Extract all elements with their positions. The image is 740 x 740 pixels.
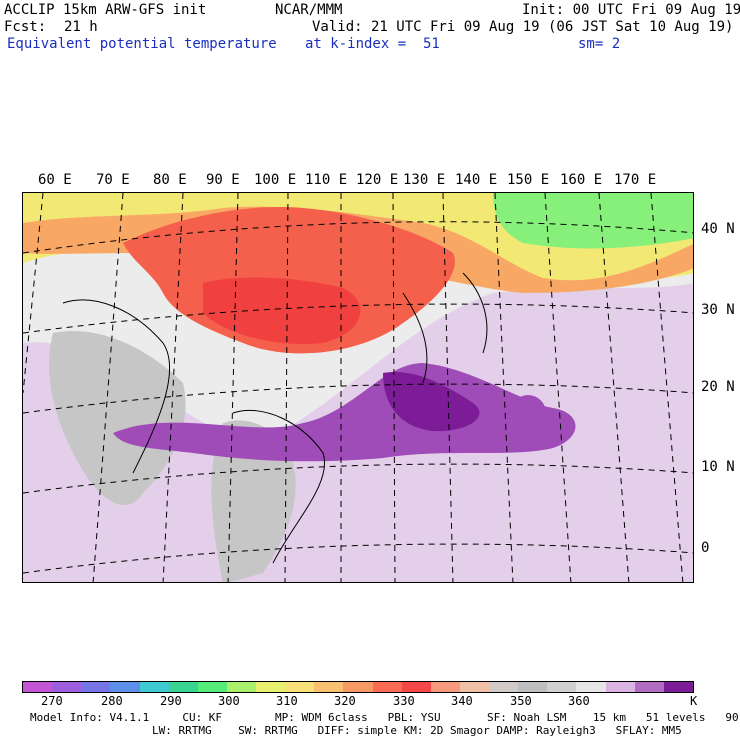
lon-label-110e: 110 E (305, 172, 348, 188)
organization-label: NCAR/MMM (275, 2, 343, 18)
lon-label-130e: 130 E (403, 172, 446, 188)
smoothing-label: sm= 2 (578, 36, 621, 52)
colorbar-swatch (23, 682, 53, 692)
lon-label-170e: 170 E (614, 172, 657, 188)
colorbar-swatch (518, 682, 548, 692)
colorbar-swatch (401, 682, 431, 692)
forecast-label: Fcst: (4, 19, 47, 35)
lon-label-120e: 120 E (356, 172, 399, 188)
lon-label-160e: 160 E (560, 172, 603, 188)
valid-time: Valid: 21 UTC Fri 09 Aug 19 (06 JST Sat … (312, 19, 734, 35)
lon-label-100e: 100 E (254, 172, 297, 188)
lat-label-10n: 10 N (701, 459, 735, 475)
colorbar-tick: 290 (160, 694, 182, 708)
lon-label-70e: 70 E (96, 172, 130, 188)
colorbar-tick: 360 (568, 694, 590, 708)
colorbar-tick: 310 (276, 694, 298, 708)
green-region (493, 193, 693, 249)
lat-label-0: 0 (701, 540, 710, 556)
grey-land-india (49, 331, 186, 506)
graticule (23, 193, 693, 582)
colorbar-swatch (459, 682, 489, 692)
colorbar-swatch (81, 682, 111, 692)
forecast-hour: 21 h (64, 19, 98, 35)
lat-label-20n: 20 N (701, 379, 735, 395)
colorbar-swatch (576, 682, 606, 692)
lon-label-150e: 150 E (507, 172, 550, 188)
colorbar-tick: 330 (393, 694, 415, 708)
colorbar-swatch (285, 682, 315, 692)
colorbar (22, 681, 694, 693)
model-info-line2: LW: RRTMG SW: RRTMG DIFF: simple KM: 2D … (152, 724, 682, 737)
colorbar-tick: 300 (218, 694, 240, 708)
colorbar-swatch (663, 682, 693, 692)
coastline (62, 272, 488, 564)
colorbar-swatch (139, 682, 169, 692)
colorbar-tick: 280 (101, 694, 123, 708)
colorbar-swatch (634, 682, 664, 692)
colorbar-swatch (110, 682, 140, 692)
colorbar-tick: 340 (451, 694, 473, 708)
dark-purple-core (383, 372, 480, 432)
init-time: Init: 00 UTC Fri 09 Aug 19 (522, 2, 740, 18)
lon-label-60e: 60 E (38, 172, 72, 188)
map-field-graphic (23, 193, 693, 582)
colorbar-swatch (168, 682, 198, 692)
colorbar-swatch (372, 682, 402, 692)
colorbar-swatch (256, 682, 286, 692)
colorbar-swatch (547, 682, 577, 692)
theta-e-map (22, 192, 694, 583)
purple-band (113, 363, 576, 462)
colorbar-swatch (197, 682, 227, 692)
colorbar-swatch (343, 682, 373, 692)
model-title: ACCLIP 15km ARW-GFS init (4, 2, 207, 18)
red-core (203, 277, 361, 344)
level-label: at k-index = 51 (305, 36, 440, 52)
lon-label-140e: 140 E (455, 172, 498, 188)
colorbar-unit: K (690, 694, 698, 708)
colorbar-swatch (52, 682, 82, 692)
colorbar-tick: 350 (510, 694, 532, 708)
colorbar-tick: 320 (334, 694, 356, 708)
colorbar-swatch (489, 682, 519, 692)
purple-vortex (510, 395, 546, 431)
colorbar-swatch (430, 682, 460, 692)
grey-land-indochina (211, 420, 296, 582)
colorbar-tick: 270 (41, 694, 63, 708)
model-info-line1: Model Info: V4.1.1 CU: KF MP: WDM 6class… (30, 711, 740, 724)
lon-label-90e: 90 E (206, 172, 240, 188)
lon-label-80e: 80 E (153, 172, 187, 188)
colorbar-swatch (226, 682, 256, 692)
colorbar-swatch (314, 682, 344, 692)
field-name: Equivalent potential temperature (7, 36, 277, 52)
lat-label-30n: 30 N (701, 302, 735, 318)
lat-label-40n: 40 N (701, 221, 735, 237)
colorbar-swatch (605, 682, 635, 692)
